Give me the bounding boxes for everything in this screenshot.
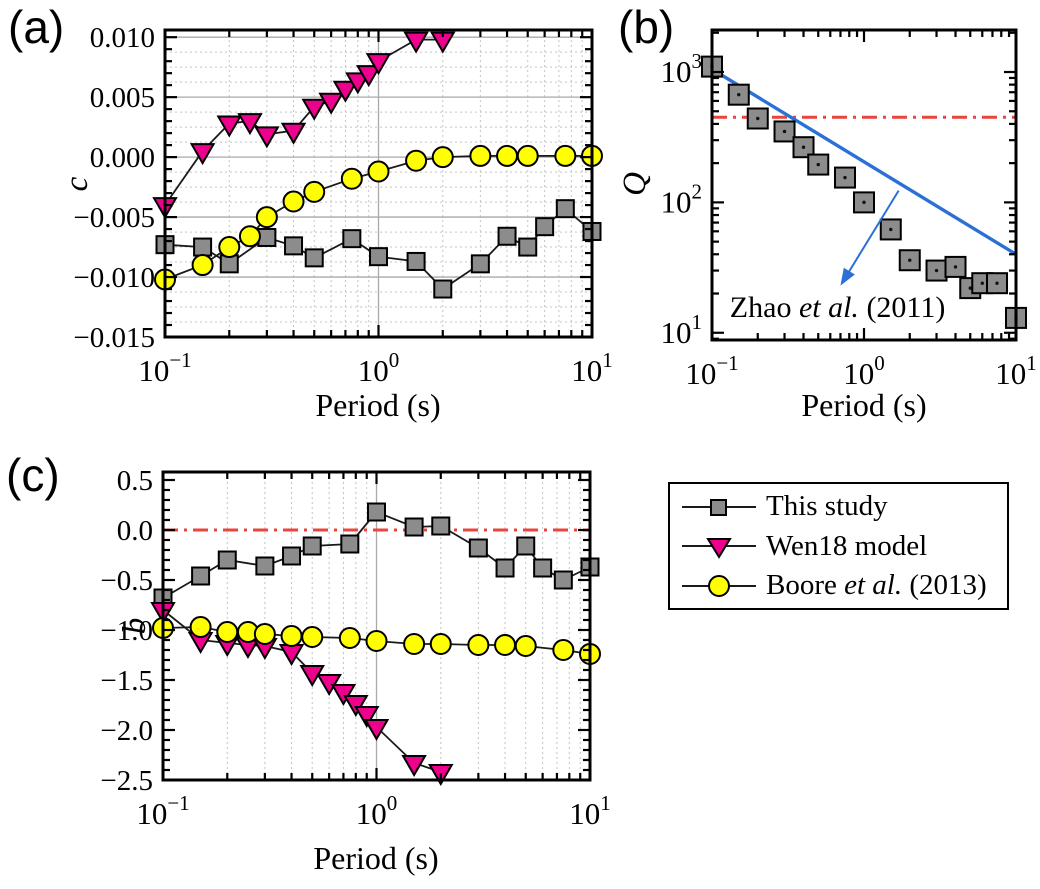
svg-text:101: 101 <box>995 351 1037 391</box>
svg-text:0.010: 0.010 <box>90 22 155 54</box>
svg-text:103: 103 <box>661 49 703 89</box>
svg-text:0.000: 0.000 <box>90 142 155 174</box>
legend-box: This study Wen18 model Boore et al. (201… <box>668 482 1009 610</box>
svg-text:0.5: 0.5 <box>117 465 153 497</box>
series-boore-et-al-2013- <box>154 144 603 291</box>
svg-text:Zhao et al. (2011): Zhao et al. (2011) <box>730 291 946 324</box>
panel-b-xlabel: Period (s) <box>801 387 926 423</box>
panel-c-xlabel: Period (s) <box>313 840 438 876</box>
svg-text:0.0: 0.0 <box>117 515 153 547</box>
panel-a-ylabel: c <box>59 176 95 191</box>
series-boore-et-al-2013- <box>152 616 601 665</box>
svg-text:10−1: 10−1 <box>138 348 191 388</box>
svg-text:0.005: 0.005 <box>90 82 155 114</box>
svg-text:−1.5: −1.5 <box>100 665 153 697</box>
zhao-line <box>711 67 1017 256</box>
svg-text:−0.5: −0.5 <box>100 565 153 597</box>
legend-item-boore: Boore et al. (2013) <box>680 569 1007 603</box>
panel-a-xlabel: Period (s) <box>315 387 440 423</box>
panel-b: Zhao et al. (2011) 10−1 100 101 101 102 103 <box>661 28 1037 391</box>
panel-c-ylabel: b <box>117 618 153 635</box>
chart-root: 10−1 100 101 0.010 0.005 0.000 −0.005 −0.010 −0.… <box>73 22 1036 831</box>
panel-a-tag: (a) <box>8 1 65 53</box>
panel-c-tag: (c) <box>6 449 60 501</box>
svg-text:−1.0: −1.0 <box>100 615 153 647</box>
panel-c: 10−1 100 101 0.5 0.0 −0.5 −1.0 −1.5 −2.0 −2.5 <box>100 465 610 831</box>
svg-text:−0.010: −0.010 <box>73 262 155 294</box>
svg-text:−0.005: −0.005 <box>73 202 155 234</box>
svg-text:101: 101 <box>661 310 703 350</box>
svg-text:100: 100 <box>356 791 398 831</box>
svg-text:100: 100 <box>843 351 885 391</box>
legend-marker-square <box>682 498 756 516</box>
arrow-head <box>840 267 855 286</box>
series-this-study <box>155 199 602 299</box>
legend-label: This study <box>766 490 888 522</box>
svg-text:−0.015: −0.015 <box>73 322 155 354</box>
legend-marker-circle <box>682 574 756 597</box>
series-this-study <box>701 55 1027 329</box>
legend-item-this-study: This study <box>680 490 1007 524</box>
svg-text:101: 101 <box>571 348 613 388</box>
svg-text:10−1: 10−1 <box>685 351 738 391</box>
svg-text:102: 102 <box>661 179 703 219</box>
panel-a: 10−1 100 101 0.010 0.005 0.000 −0.005 −0.010 −0.… <box>73 22 612 388</box>
svg-text:101: 101 <box>569 791 611 831</box>
svg-text:10−1: 10−1 <box>136 791 189 831</box>
svg-text:100: 100 <box>358 348 400 388</box>
legend-item-wen18: Wen18 model <box>680 529 1007 563</box>
zhao-annotation: Zhao et al. (2011) <box>730 190 946 324</box>
legend-label: Wen18 model <box>766 529 928 562</box>
legend-label: Boore et al. (2013) <box>766 569 987 601</box>
panel-b-tag: (b) <box>618 1 675 53</box>
svg-text:−2.0: −2.0 <box>100 715 153 747</box>
svg-text:−2.5: −2.5 <box>100 765 153 797</box>
legend-marker-triangle-down <box>682 538 756 559</box>
panel-b-ylabel: Q <box>617 172 653 196</box>
